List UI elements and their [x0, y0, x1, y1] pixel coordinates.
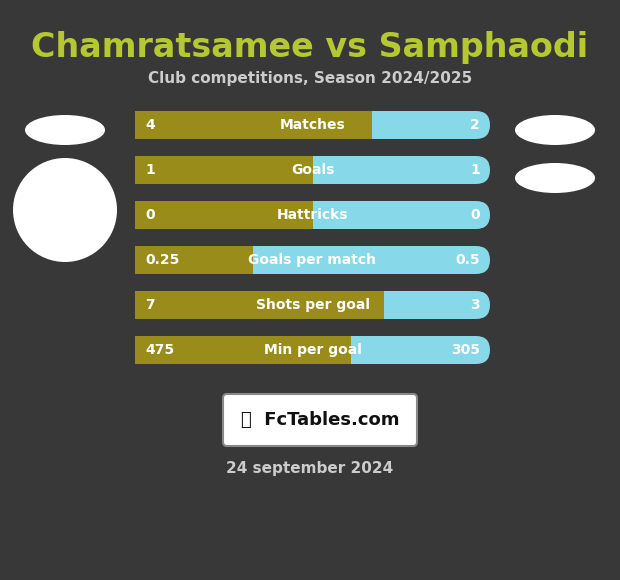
Bar	[135, 111, 372, 139]
Text: 0.25: 0.25	[145, 253, 179, 267]
Bar	[135, 291, 384, 319]
Text: 1: 1	[145, 163, 155, 177]
Text: 305: 305	[451, 343, 480, 357]
FancyBboxPatch shape	[135, 336, 351, 364]
FancyBboxPatch shape	[135, 336, 163, 364]
Text: 0: 0	[471, 208, 480, 222]
Bar	[135, 246, 253, 274]
FancyBboxPatch shape	[135, 246, 253, 274]
Text: 24 september 2024: 24 september 2024	[226, 461, 394, 476]
Text: 475: 475	[145, 343, 174, 357]
Bar	[337, 336, 352, 364]
Bar	[135, 336, 351, 364]
Text: 3: 3	[471, 298, 480, 312]
Bar	[135, 246, 253, 274]
FancyBboxPatch shape	[135, 156, 490, 184]
Bar	[239, 246, 254, 274]
FancyBboxPatch shape	[135, 201, 312, 229]
Text: Club competitions, Season 2024/2025: Club competitions, Season 2024/2025	[148, 71, 472, 85]
Text: Matches: Matches	[280, 118, 345, 132]
FancyBboxPatch shape	[135, 111, 163, 139]
Text: Goals: Goals	[291, 163, 334, 177]
Text: 📈  FcTables.com: 📈 FcTables.com	[241, 411, 399, 429]
FancyBboxPatch shape	[135, 291, 490, 319]
FancyBboxPatch shape	[135, 246, 490, 274]
Bar	[135, 201, 312, 229]
FancyBboxPatch shape	[135, 246, 163, 274]
FancyBboxPatch shape	[135, 156, 312, 184]
Circle shape	[13, 158, 117, 262]
FancyBboxPatch shape	[135, 336, 490, 364]
Text: Chamratsamee vs Samphaodi: Chamratsamee vs Samphaodi	[32, 31, 588, 63]
Bar	[370, 291, 384, 319]
Text: Min per goal: Min per goal	[264, 343, 361, 357]
Text: Shots per goal: Shots per goal	[255, 298, 370, 312]
Text: 0: 0	[145, 208, 154, 222]
Bar	[135, 156, 312, 184]
FancyBboxPatch shape	[135, 156, 163, 184]
Text: Hattricks: Hattricks	[277, 208, 348, 222]
FancyBboxPatch shape	[135, 291, 163, 319]
Text: 7: 7	[145, 298, 154, 312]
Ellipse shape	[515, 115, 595, 145]
FancyBboxPatch shape	[223, 394, 417, 446]
FancyBboxPatch shape	[135, 291, 384, 319]
Ellipse shape	[25, 115, 105, 145]
Bar	[358, 111, 373, 139]
Text: 4: 4	[145, 118, 155, 132]
Bar	[135, 201, 312, 229]
Bar	[298, 156, 314, 184]
FancyBboxPatch shape	[135, 201, 490, 229]
Bar	[135, 336, 351, 364]
Text: 0.5: 0.5	[455, 253, 480, 267]
Ellipse shape	[515, 163, 595, 193]
Bar	[135, 111, 372, 139]
Text: 1: 1	[470, 163, 480, 177]
Bar	[135, 156, 312, 184]
FancyBboxPatch shape	[135, 201, 163, 229]
FancyBboxPatch shape	[135, 111, 372, 139]
Bar	[135, 291, 384, 319]
Bar	[298, 201, 314, 229]
Text: Goals per match: Goals per match	[249, 253, 376, 267]
Text: 2: 2	[470, 118, 480, 132]
FancyBboxPatch shape	[135, 111, 490, 139]
